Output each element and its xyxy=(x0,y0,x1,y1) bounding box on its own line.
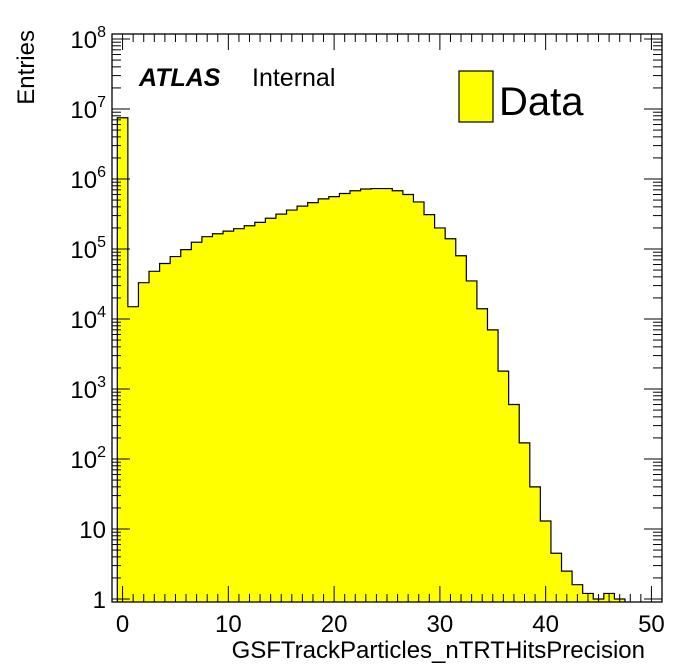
histogram-bar xyxy=(540,521,552,602)
histogram-bar xyxy=(371,188,383,603)
histogram-bar xyxy=(275,214,287,602)
y-tick-label: 105 xyxy=(70,234,106,264)
histogram-bar xyxy=(392,190,404,603)
y-axis-tick-labels: 1 10 102 103 104 105 106 107 108 xyxy=(70,24,106,614)
histogram-bar xyxy=(413,201,425,602)
histogram-bar xyxy=(233,228,245,602)
histogram-bar xyxy=(265,218,277,602)
histogram-bar xyxy=(170,256,182,602)
histogram-bar xyxy=(402,194,414,602)
x-tick-label: 30 xyxy=(427,611,454,638)
histogram-bar xyxy=(498,371,510,602)
histogram-outline xyxy=(116,117,626,602)
experiment-label: ATLAS xyxy=(138,64,221,92)
histogram-bar xyxy=(244,225,256,602)
histogram-bar xyxy=(191,242,203,602)
x-tick-label: 20 xyxy=(321,611,348,638)
histogram-bar xyxy=(286,210,298,602)
histogram-bar xyxy=(529,486,541,602)
histogram-bar xyxy=(149,271,160,602)
histogram-bar xyxy=(201,236,213,602)
histogram-bar xyxy=(117,117,129,602)
y-axis-ticks xyxy=(112,38,662,600)
x-axis-ticks xyxy=(122,34,652,602)
histogram-bar xyxy=(487,329,499,602)
y-tick-label: 103 xyxy=(70,374,106,404)
histogram-bar xyxy=(550,553,562,602)
y-axis-label: Entries xyxy=(13,30,40,105)
y-tick-label: 1 xyxy=(93,587,106,614)
y-tick-label: 10 xyxy=(79,517,106,544)
x-axis-tick-labels: 0 10 20 30 40 50 xyxy=(116,611,665,638)
status-label: Internal xyxy=(252,64,335,92)
histogram-bar xyxy=(434,227,446,602)
histogram-bar xyxy=(445,238,457,602)
histogram-bar xyxy=(223,231,235,602)
histogram-bar xyxy=(508,404,520,602)
histogram-bar xyxy=(127,306,139,602)
histogram-bar xyxy=(476,308,488,602)
legend-label: Data xyxy=(499,80,584,124)
histogram-bar xyxy=(519,442,531,602)
y-tick-label: 108 xyxy=(70,24,106,54)
histogram-bar xyxy=(455,255,467,603)
histogram-bar xyxy=(381,188,393,603)
histogram-bar xyxy=(328,196,340,602)
histogram-bar xyxy=(349,190,361,603)
y-tick-label: 102 xyxy=(70,444,106,474)
histogram-bar xyxy=(572,584,584,602)
histogram-bar xyxy=(254,222,266,603)
histogram-bars xyxy=(117,117,626,603)
histogram-bar xyxy=(339,193,351,602)
histogram-bar xyxy=(424,214,435,602)
y-tick-label: 106 xyxy=(70,164,106,194)
histogram-bar xyxy=(307,202,319,603)
histogram-bar xyxy=(360,188,372,602)
x-tick-label: 50 xyxy=(638,611,665,638)
legend: Data xyxy=(458,70,584,124)
histogram-bar xyxy=(180,249,192,602)
histogram-bar xyxy=(159,263,171,602)
x-tick-label: 40 xyxy=(532,611,559,638)
legend-swatch xyxy=(458,70,494,123)
y-tick-label: 104 xyxy=(70,304,106,334)
histogram-bar xyxy=(561,571,573,602)
x-axis-label: GSFTrackParticles_nTRTHitsPrecision xyxy=(232,637,645,664)
x-tick-label: 10 xyxy=(215,611,242,638)
histogram-bar xyxy=(466,280,478,602)
histogram-bar xyxy=(138,282,150,602)
histogram-bar xyxy=(212,233,224,602)
histogram-bar xyxy=(297,206,309,602)
histogram-bar xyxy=(318,198,330,602)
x-tick-label: 0 xyxy=(116,611,129,638)
y-tick-label: 107 xyxy=(70,94,106,124)
